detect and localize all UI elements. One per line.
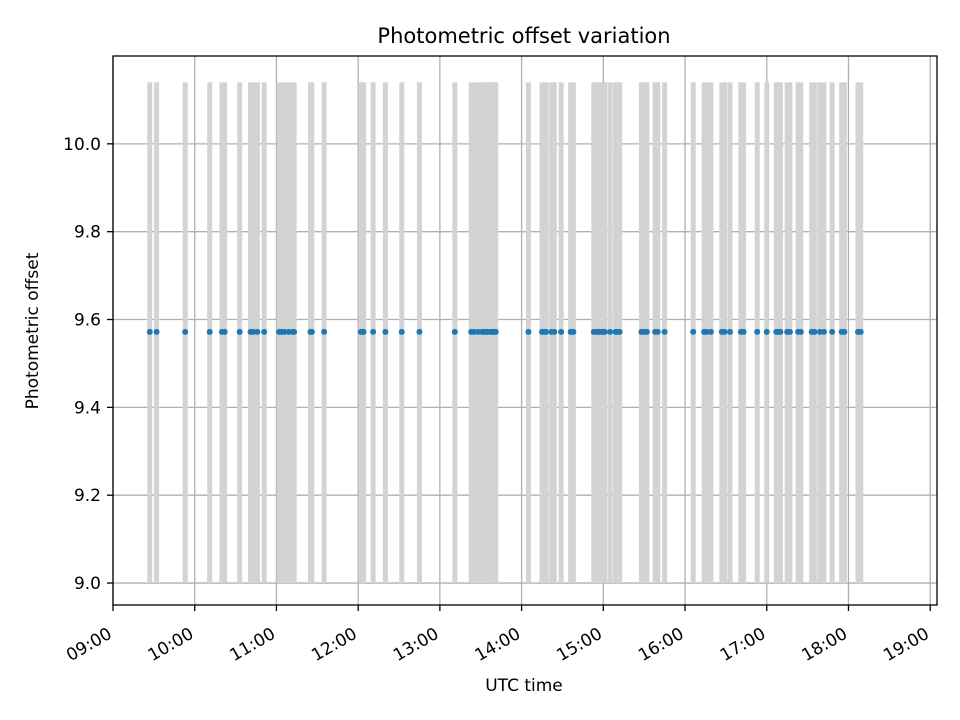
data-point [543, 328, 550, 335]
x-tick-label: 17:00 [717, 624, 769, 666]
data-point [797, 328, 804, 335]
y-tick-label: 9.2 [74, 486, 101, 506]
data-point [146, 328, 153, 335]
data-point [740, 328, 747, 335]
y-tick-label: 10.0 [63, 135, 101, 155]
data-point [661, 328, 668, 335]
data-point [382, 328, 389, 335]
y-tick-label: 9.0 [74, 574, 101, 594]
x-axis-ticks: 09:00 10:00 11:00 12:00 13:00 14:00 15:00 16:00… [63, 605, 933, 666]
data-point [763, 328, 770, 335]
data-point [236, 328, 243, 335]
x-axis-label: UTC time [485, 676, 563, 696]
plot-frame [112, 55, 938, 606]
x-tick-label: 18:00 [799, 624, 851, 666]
data-point [607, 328, 614, 335]
data-point [182, 328, 189, 335]
data-point [416, 328, 423, 335]
y-tick-label: 9.6 [74, 311, 101, 331]
data-point [841, 328, 848, 335]
data-point [643, 328, 650, 335]
data-point [654, 328, 661, 335]
data-point [492, 328, 499, 335]
data-point [820, 328, 827, 335]
data-point [707, 328, 714, 335]
data-point [525, 328, 532, 335]
x-tick-label: 15:00 [553, 624, 605, 666]
data-point [261, 328, 268, 335]
y-tick-label: 9.4 [74, 398, 101, 418]
data-point [754, 328, 761, 335]
data-point [206, 328, 213, 335]
data-point [321, 328, 328, 335]
data-point [451, 328, 458, 335]
data-point [690, 328, 697, 335]
chart-title: Photometric offset variation [377, 24, 670, 48]
data-point [777, 328, 784, 335]
x-tick-label: 16:00 [635, 624, 687, 666]
data-points [146, 328, 864, 335]
x-tick-label: 19:00 [880, 624, 932, 666]
data-point [616, 328, 623, 335]
data-point [811, 328, 818, 335]
data-point [829, 328, 836, 335]
x-tick-label: 12:00 [308, 624, 360, 666]
data-point [254, 328, 261, 335]
data-point [721, 328, 728, 335]
data-point [370, 328, 377, 335]
data-point [360, 328, 367, 335]
data-point [291, 328, 298, 335]
data-point [726, 328, 733, 335]
data-point [398, 328, 405, 335]
data-point [570, 328, 577, 335]
x-tick-label: 14:00 [472, 624, 524, 666]
x-tick-label: 10:00 [145, 624, 197, 666]
data-point [308, 328, 315, 335]
data-point [551, 328, 558, 335]
x-tick-label: 11:00 [227, 624, 279, 666]
data-point [601, 328, 608, 335]
data-point [221, 328, 228, 335]
y-tick-label: 9.8 [74, 223, 101, 243]
data-point [558, 328, 565, 335]
x-tick-label: 13:00 [390, 624, 442, 666]
y-axis-label: Photometric offset [23, 252, 43, 409]
data-point [786, 328, 793, 335]
x-tick-label: 09:00 [63, 624, 115, 666]
data-point [857, 328, 864, 335]
y-axis-ticks: 9.0 9.2 9.4 9.6 9.8 10.0 [63, 135, 113, 594]
data-point [153, 328, 160, 335]
